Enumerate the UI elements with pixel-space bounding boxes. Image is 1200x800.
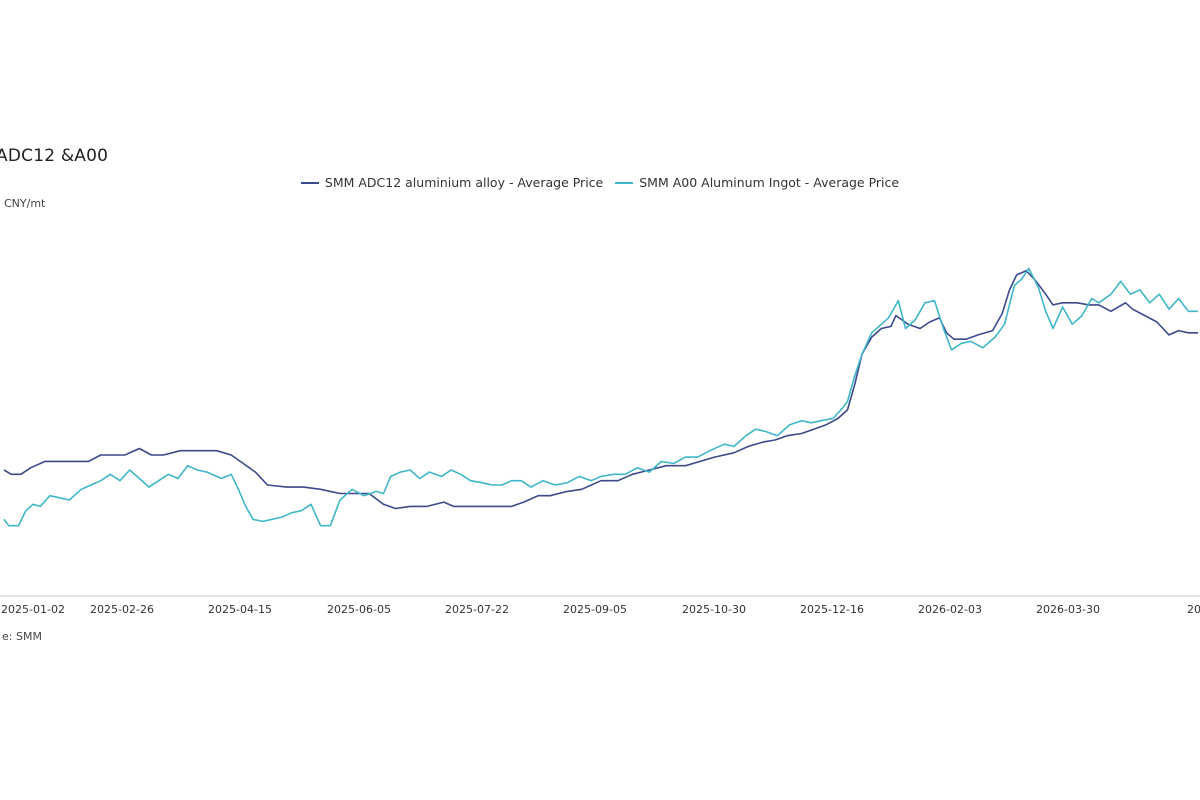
legend-item-a00[interactable]: SMM A00 Aluminum Ingot - Average Price	[615, 175, 899, 190]
x-tick-label: 2025-04-15	[208, 603, 272, 616]
legend: SMM ADC12 aluminium alloy - Average Pric…	[0, 175, 1200, 190]
x-axis-ticks: 2025-01-02 2025-02-26 2025-04-15 2025-06-05…	[1, 603, 1200, 616]
series-line-a00	[3, 267, 1198, 527]
unit-label: CNY/mt	[4, 197, 46, 210]
legend-label-a00: SMM A00 Aluminum Ingot - Average Price	[639, 175, 900, 190]
x-tick-label: 2025-06-05	[327, 603, 391, 616]
x-tick-label: 2025-09-05	[563, 603, 627, 616]
series-lines	[3, 267, 1198, 527]
x-tick-label: 2025-01-02	[1, 603, 65, 616]
x-tick-label: 2025-02-26	[90, 603, 154, 616]
x-tick-label: 2025-10-30	[682, 603, 746, 616]
legend-swatch-a00	[615, 181, 634, 184]
legend-swatch-adc12	[300, 181, 319, 184]
chart-title: ADC12 &A00	[0, 146, 109, 166]
x-tick-label: 2025-12-16	[800, 603, 864, 616]
x-tick-label: 2026-02-03	[918, 603, 982, 616]
x-tick-label: 2026-	[1187, 603, 1200, 616]
source-note: e: SMM	[2, 630, 42, 643]
legend-item-adc12[interactable]: SMM ADC12 aluminium alloy - Average Pric…	[300, 175, 604, 190]
legend-label-adc12: SMM ADC12 aluminium alloy - Average Pric…	[324, 175, 604, 190]
x-tick-label: 2026-03-30	[1036, 603, 1100, 616]
x-tick-label: 2025-07-22	[445, 603, 509, 616]
